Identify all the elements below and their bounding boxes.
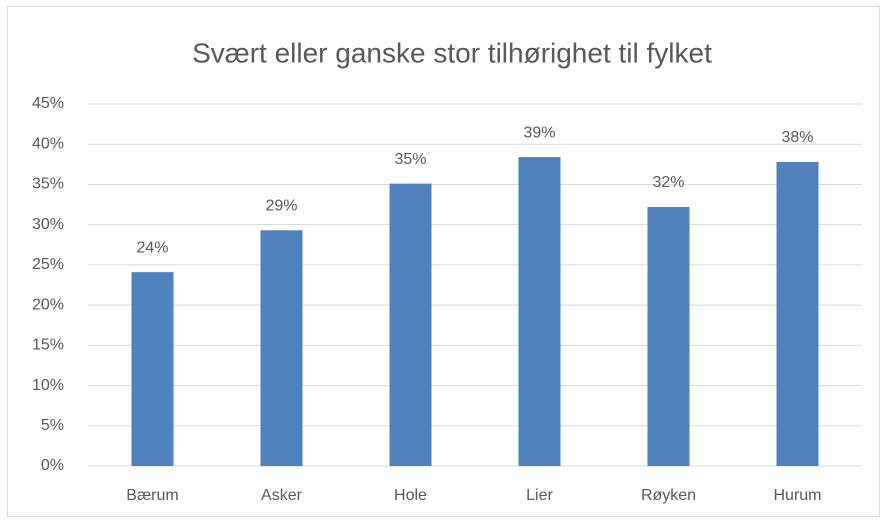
bar — [131, 272, 174, 466]
x-tick-label: Asker — [261, 487, 303, 504]
y-tick-label: 25% — [32, 256, 64, 273]
bar — [647, 206, 690, 467]
data-label: 35% — [394, 151, 426, 168]
data-label: 32% — [652, 174, 684, 191]
y-tick-label: 40% — [32, 135, 64, 152]
y-tick-label: 35% — [32, 176, 64, 193]
bar — [518, 157, 561, 467]
data-label: 24% — [136, 239, 168, 256]
data-label: 39% — [523, 124, 555, 141]
y-tick-label: 5% — [41, 417, 64, 434]
data-label: 38% — [781, 129, 813, 146]
y-tick-label: 10% — [32, 377, 64, 394]
y-tick-label: 0% — [41, 457, 64, 474]
bar — [260, 230, 303, 466]
x-tick-label: Røyken — [641, 487, 696, 504]
y-tick-label: 15% — [32, 337, 64, 354]
x-tick-label: Lier — [526, 487, 553, 504]
data-label: 29% — [265, 198, 297, 215]
y-tick-label: 45% — [32, 95, 64, 112]
bar — [776, 161, 819, 467]
chart-title: Svært eller ganske stor tilhørighet til … — [192, 37, 712, 68]
x-tick-label: Bærum — [126, 487, 178, 504]
y-tick-label: 30% — [32, 216, 64, 233]
y-tick-label: 20% — [32, 296, 64, 313]
x-tick-label: Hole — [394, 487, 427, 504]
bar — [389, 183, 432, 466]
x-tick-label: Hurum — [773, 487, 821, 504]
